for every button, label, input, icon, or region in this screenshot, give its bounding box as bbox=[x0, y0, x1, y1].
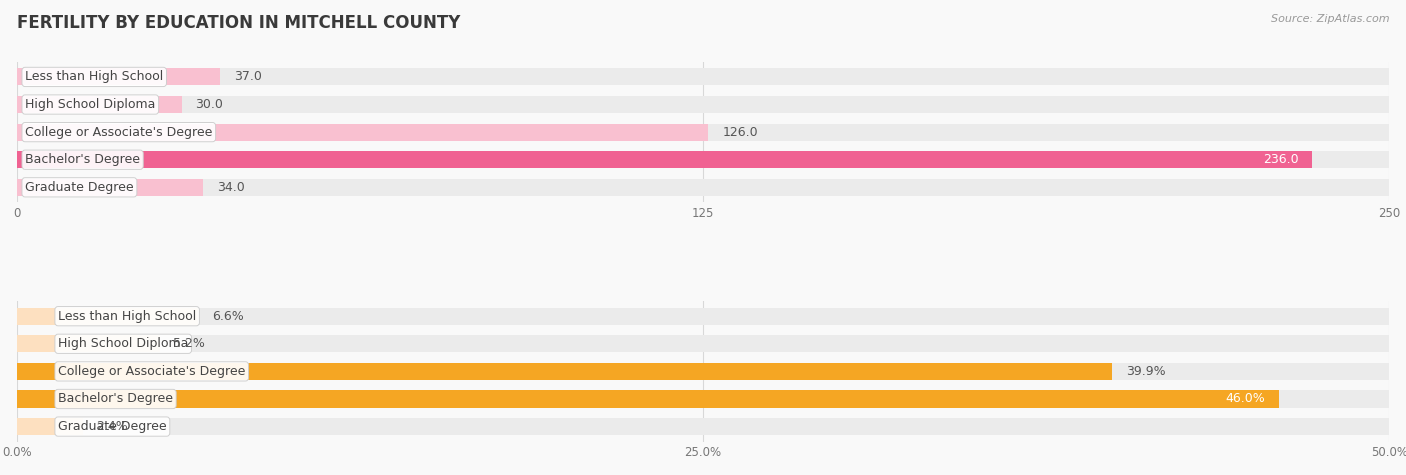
Text: 5.2%: 5.2% bbox=[173, 337, 205, 350]
Bar bbox=[17, 151, 1312, 168]
Text: Bachelor's Degree: Bachelor's Degree bbox=[25, 153, 141, 166]
Bar bbox=[17, 335, 1389, 352]
Text: 236.0: 236.0 bbox=[1263, 153, 1299, 166]
Text: Bachelor's Degree: Bachelor's Degree bbox=[58, 392, 173, 406]
Bar bbox=[17, 390, 1389, 408]
Text: Source: ZipAtlas.com: Source: ZipAtlas.com bbox=[1271, 14, 1389, 24]
Text: College or Associate's Degree: College or Associate's Degree bbox=[58, 365, 246, 378]
Text: 46.0%: 46.0% bbox=[1226, 392, 1265, 406]
Bar bbox=[17, 96, 1389, 113]
Text: College or Associate's Degree: College or Associate's Degree bbox=[25, 125, 212, 139]
Text: Less than High School: Less than High School bbox=[25, 70, 163, 84]
Text: 37.0: 37.0 bbox=[233, 70, 262, 84]
Text: 126.0: 126.0 bbox=[723, 125, 758, 139]
Text: High School Diploma: High School Diploma bbox=[58, 337, 188, 350]
Text: 30.0: 30.0 bbox=[195, 98, 224, 111]
Text: Graduate Degree: Graduate Degree bbox=[58, 420, 167, 433]
Text: High School Diploma: High School Diploma bbox=[25, 98, 156, 111]
Bar bbox=[17, 96, 181, 113]
Bar bbox=[17, 151, 1389, 168]
Text: Graduate Degree: Graduate Degree bbox=[25, 181, 134, 194]
Bar bbox=[17, 68, 219, 86]
Text: 34.0: 34.0 bbox=[217, 181, 245, 194]
Bar bbox=[17, 124, 1389, 141]
Bar bbox=[17, 418, 83, 435]
Text: Less than High School: Less than High School bbox=[58, 310, 197, 323]
Bar bbox=[17, 390, 1279, 408]
Text: 6.6%: 6.6% bbox=[212, 310, 243, 323]
Bar bbox=[17, 308, 1389, 325]
Text: 39.9%: 39.9% bbox=[1126, 365, 1166, 378]
Bar bbox=[17, 335, 160, 352]
Bar bbox=[17, 124, 709, 141]
Text: 2.4%: 2.4% bbox=[97, 420, 128, 433]
Bar bbox=[17, 363, 1112, 380]
Bar bbox=[17, 418, 1389, 435]
Bar bbox=[17, 68, 1389, 86]
Bar bbox=[17, 179, 204, 196]
Bar bbox=[17, 179, 1389, 196]
Bar bbox=[17, 308, 198, 325]
Bar bbox=[17, 363, 1389, 380]
Text: FERTILITY BY EDUCATION IN MITCHELL COUNTY: FERTILITY BY EDUCATION IN MITCHELL COUNT… bbox=[17, 14, 460, 32]
